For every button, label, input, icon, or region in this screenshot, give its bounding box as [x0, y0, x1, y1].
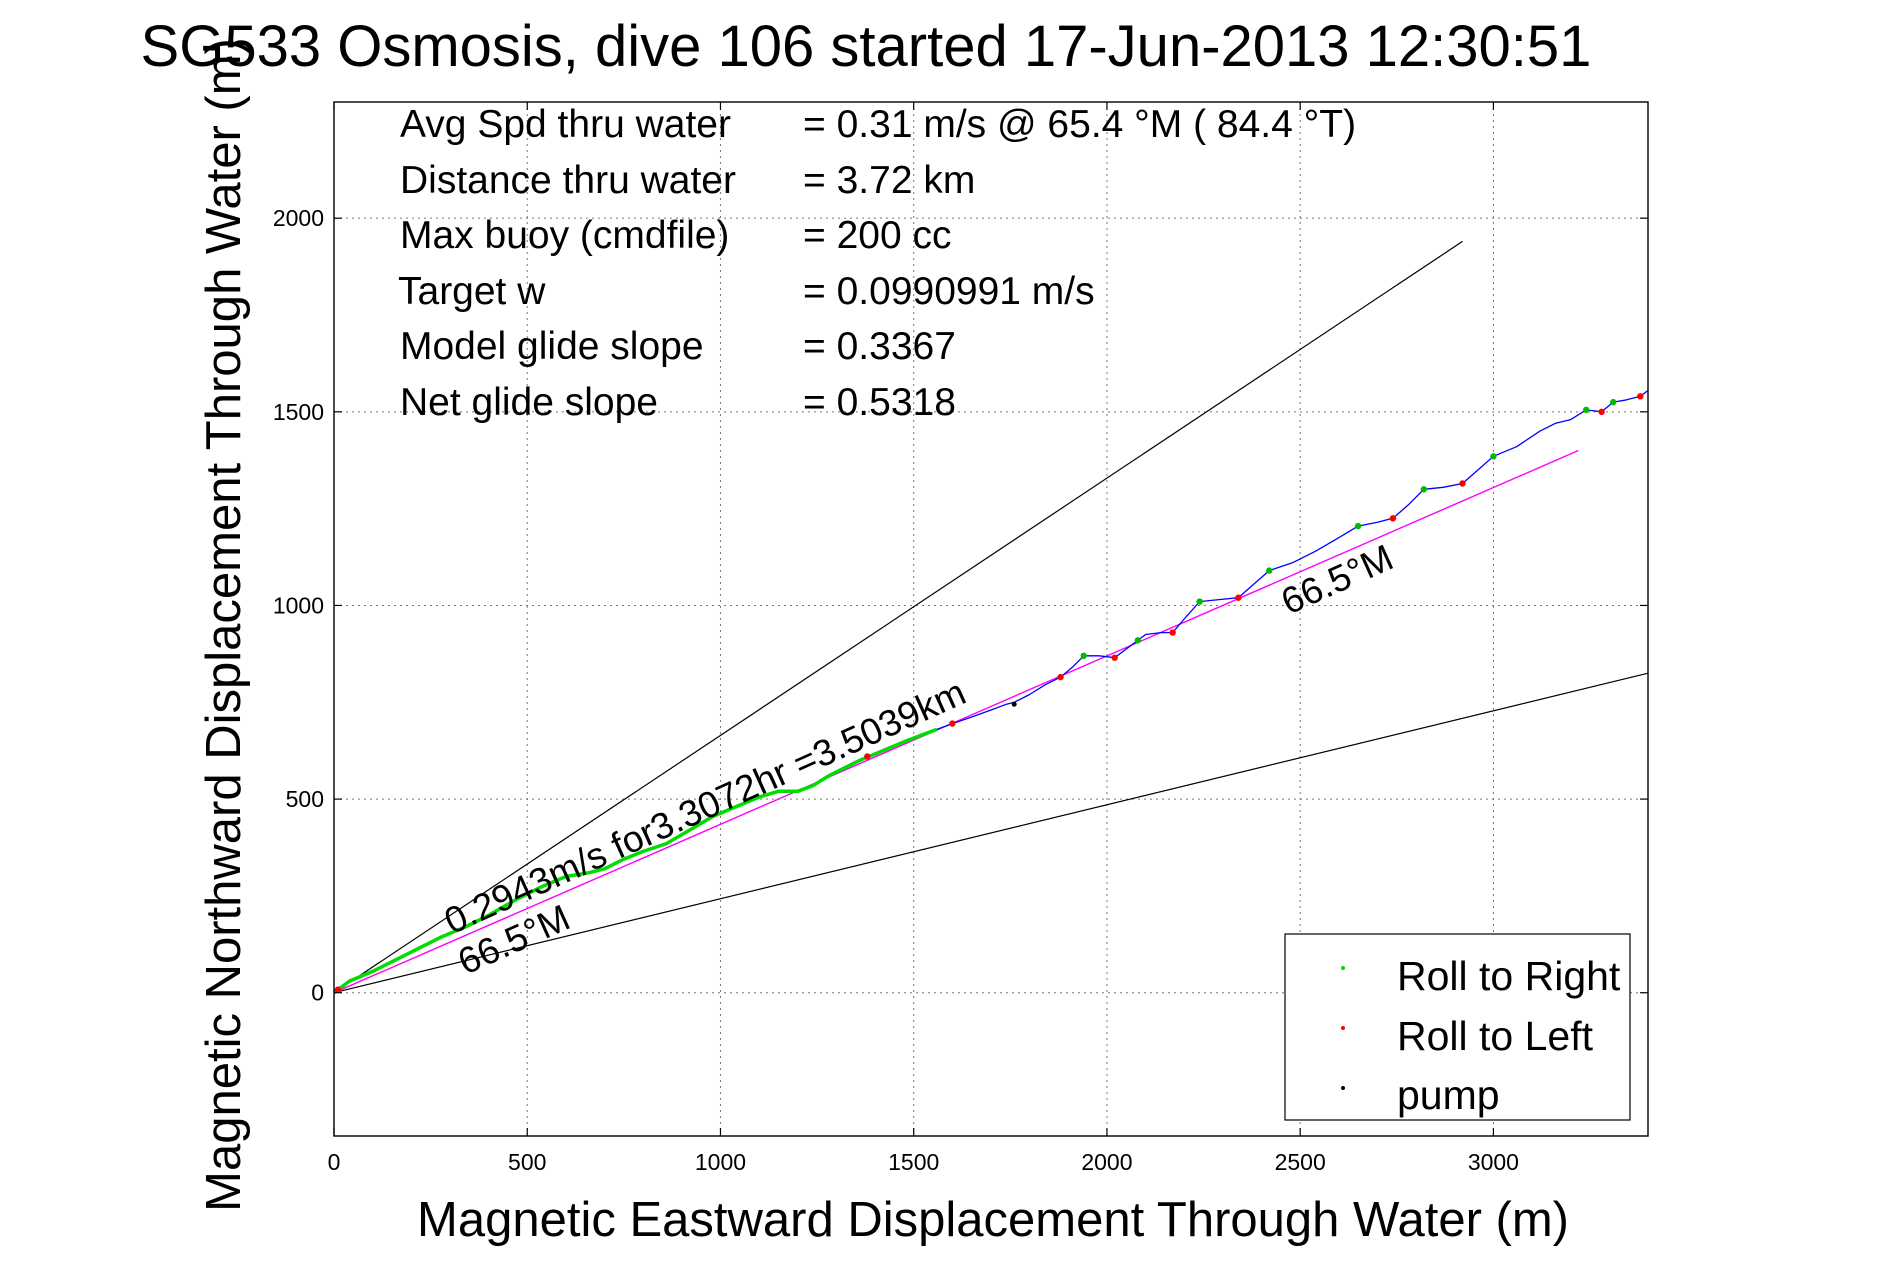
y-tick-label-1: 500 [286, 786, 324, 812]
x-tick-label-4: 2000 [1081, 1149, 1132, 1175]
y-tick-label-2: 1000 [273, 592, 324, 618]
tick-labels: 0 500 1000 1500 2000 2500 3000 0 500 1000 1500 2000 [273, 102, 1648, 1175]
roll-left-point-10 [1637, 393, 1644, 400]
legend: Roll to Right Roll to Left pump [1284, 933, 1631, 1121]
y-tick-label-0: 0 [311, 980, 324, 1006]
info-label-net-glide: Net glide slope [400, 381, 658, 424]
series-layer [332, 389, 1649, 995]
roll-left-point-6 [1235, 594, 1242, 601]
y-tick-label-4: 2000 [273, 205, 324, 231]
roll-right-point-4 [1354, 522, 1362, 530]
x-tick-label-1: 500 [508, 1149, 546, 1175]
roll-right-point-1 [1134, 637, 1142, 644]
roll-left-point-7 [1389, 515, 1397, 522]
roll-left-point-4 [1111, 654, 1118, 661]
info-value-distance: = 3.72 km [803, 159, 975, 202]
x-tick-label-6: 3000 [1468, 1149, 1519, 1175]
x-tick-label-3: 1500 [888, 1149, 939, 1175]
roll-right-point-6 [1490, 453, 1497, 460]
roll-left-point-0 [334, 986, 342, 993]
glider-track-line [936, 389, 1649, 731]
annotation-0: 0.2943m/s for3.3072hr =3.5039km [438, 671, 971, 942]
info-label-distance: Distance thru water [400, 159, 736, 202]
plot-area-border [333, 101, 1649, 1137]
legend-label-pump: pump [1397, 1072, 1500, 1118]
info-label-max-buoy: Max buoy (cmdfile) [400, 214, 729, 257]
legend-label-roll-left: Roll to Left [1397, 1013, 1594, 1059]
legend-marker-roll-right [1341, 966, 1345, 970]
roll-left-point-1 [864, 753, 871, 760]
info-value-max-buoy: = 200 cc [803, 214, 952, 257]
info-text-block: Avg Spd thru water = 0.31 m/s @ 65.4 °M … [398, 103, 1356, 424]
y-axis-label: Magnetic Northward Displacement Through … [197, 38, 251, 1212]
y-tick-label-3: 1500 [273, 399, 324, 425]
roll-right-point-3 [1266, 567, 1273, 574]
x-tick-label-5: 2500 [1275, 1149, 1326, 1175]
info-value-net-glide: = 0.5318 [803, 381, 956, 424]
roll-left-point-3 [1057, 673, 1064, 681]
info-value-target-w: = 0.0990991 m/s [803, 270, 1095, 313]
x-axis-label: Magnetic Eastward Displacement Through W… [417, 1193, 1569, 1247]
roll-right-point-0 [1080, 652, 1087, 659]
roll-right-point-2 [1196, 598, 1203, 605]
info-label-avg-speed: Avg Spd thru water [400, 103, 731, 146]
info-value-avg-speed: = 0.31 m/s @ 65.4 °M ( 84.4 °T) [803, 103, 1356, 146]
info-value-model-glide: = 0.3367 [803, 325, 956, 368]
legend-marker-roll-left [1341, 1026, 1345, 1030]
roll-left-point-8 [1459, 480, 1466, 487]
x-tick-label-0: 0 [328, 1149, 341, 1175]
chart-title: SG533 Osmosis, dive 106 started 17-Jun-2… [141, 14, 1592, 79]
roll-left-point-5 [1169, 629, 1176, 636]
roll-right-point-5 [1420, 486, 1428, 493]
roll-right-point-8 [1610, 398, 1617, 406]
roll-left-point-9 [1598, 408, 1605, 416]
annotation-2: 66.5°M [1275, 537, 1399, 623]
series-line-roll-right [332, 727, 938, 995]
guide-line-0 [333, 240, 1463, 994]
info-label-model-glide: Model glide slope [400, 325, 704, 368]
x-tick-label-2: 1000 [695, 1149, 746, 1175]
heading-line [333, 449, 1579, 994]
guide-lines [333, 240, 1649, 994]
legend-label-roll-right: Roll to Right [1397, 953, 1621, 999]
roll-left-point-2 [949, 720, 956, 727]
info-label-target-w: Target w [398, 270, 546, 313]
legend-marker-pump [1341, 1086, 1345, 1090]
grid-lines [334, 102, 1648, 1136]
roll-right-point-7 [1582, 406, 1590, 414]
guide-line-1 [333, 672, 1649, 994]
pump-point-0 [1011, 701, 1017, 707]
